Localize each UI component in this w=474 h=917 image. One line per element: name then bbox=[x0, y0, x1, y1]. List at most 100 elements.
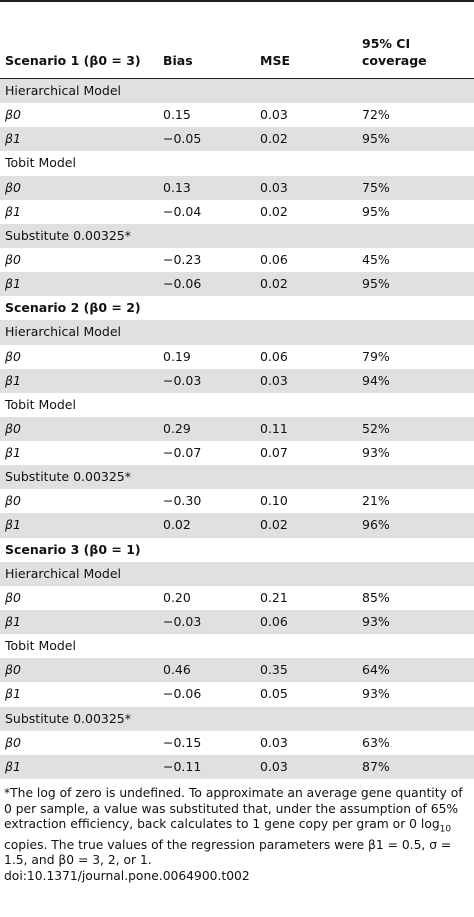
table-cell: 0.11 bbox=[260, 420, 288, 436]
table-cell: −0.11 bbox=[163, 758, 202, 774]
table-cell: β0 bbox=[5, 348, 21, 364]
section-label: Scenario 3 (β0 = 1) bbox=[5, 541, 141, 557]
table-cell: 0.02 bbox=[260, 131, 288, 147]
table-row: β1 0.02 0.02 96% bbox=[0, 513, 474, 538]
table-row: β1 −0.11 0.03 87% bbox=[0, 754, 474, 779]
table-cell: 0.29 bbox=[163, 420, 191, 436]
table-cell: −0.06 bbox=[163, 276, 202, 292]
table-row: β1 −0.06 0.05 93% bbox=[0, 682, 474, 706]
table-cell: 0.10 bbox=[260, 493, 288, 509]
table-cell: 0.03 bbox=[260, 107, 288, 123]
header-cell: 95% CI coverage bbox=[362, 36, 427, 68]
table-cell: β1 bbox=[5, 517, 21, 533]
table-cell: β1 bbox=[5, 614, 21, 630]
table-row: β0 −0.30 0.10 21% bbox=[0, 489, 474, 513]
table-row: Hierarchical Model bbox=[0, 79, 474, 104]
header-cell: Bias bbox=[163, 53, 193, 68]
table-cell: 95% bbox=[362, 131, 390, 147]
table-cell: 0.05 bbox=[260, 686, 288, 702]
table-row: β1 −0.06 0.02 95% bbox=[0, 272, 474, 297]
top-rule bbox=[0, 0, 474, 2]
table-cell: 0.02 bbox=[260, 276, 288, 292]
table-cell: β0 bbox=[5, 420, 21, 436]
table-cell: β0 bbox=[5, 179, 21, 195]
footnote-text: *The log of zero is undefined. To approx… bbox=[4, 786, 463, 831]
table-row: β0 0.20 0.21 85% bbox=[0, 586, 474, 610]
table-row: β0 −0.23 0.06 45% bbox=[0, 248, 474, 272]
table-cell: 94% bbox=[362, 372, 390, 388]
table-row: β0 0.19 0.06 79% bbox=[0, 345, 474, 369]
section-label: Substitute 0.00325* bbox=[5, 227, 132, 243]
table-row: Substitute 0.00325* bbox=[0, 223, 474, 248]
table-cell: −0.07 bbox=[163, 445, 202, 461]
section-label: Tobit Model bbox=[5, 396, 76, 412]
table-cell: β1 bbox=[5, 686, 21, 702]
table-cell: 64% bbox=[362, 662, 390, 678]
table-cell: −0.30 bbox=[163, 493, 202, 509]
table-cell: 0.21 bbox=[260, 589, 288, 605]
footnote-text: copies. The true values of the regressio… bbox=[4, 837, 452, 868]
table-cell: β0 bbox=[5, 107, 21, 123]
table-cell: 0.02 bbox=[163, 517, 191, 533]
table-row: Hierarchical Model bbox=[0, 320, 474, 345]
table-row: Tobit Model bbox=[0, 393, 474, 417]
table-cell: β0 bbox=[5, 589, 21, 605]
table-cell: β1 bbox=[5, 445, 21, 461]
table-cell: β1 bbox=[5, 758, 21, 774]
table-row: Scenario 2 (β0 = 2) bbox=[0, 296, 474, 320]
table-row: β0 0.15 0.03 72% bbox=[0, 103, 474, 127]
table-cell: 87% bbox=[362, 758, 390, 774]
header-cell: Scenario 1 (β0 = 3) bbox=[5, 53, 141, 68]
table-cell: −0.15 bbox=[163, 734, 202, 750]
table-cell: 0.06 bbox=[260, 348, 288, 364]
header-cell: MSE bbox=[260, 53, 290, 68]
table-row: Tobit Model bbox=[0, 151, 474, 175]
section-label: Tobit Model bbox=[5, 638, 76, 654]
table-cell: 0.03 bbox=[260, 179, 288, 195]
table-cell: 45% bbox=[362, 251, 390, 267]
table-row: β1 −0.03 0.03 94% bbox=[0, 368, 474, 393]
table-cell: 0.03 bbox=[260, 372, 288, 388]
table-cell: −0.03 bbox=[163, 614, 202, 630]
table-cell: 0.03 bbox=[260, 734, 288, 750]
table-row: Hierarchical Model bbox=[0, 561, 474, 586]
table-row: Scenario 3 (β0 = 1) bbox=[0, 538, 474, 562]
table-cell: 0.06 bbox=[260, 614, 288, 630]
table-cell: 0.20 bbox=[163, 589, 191, 605]
table-cell: 0.13 bbox=[163, 179, 191, 195]
table-cell: 85% bbox=[362, 589, 390, 605]
table-cell: β0 bbox=[5, 734, 21, 750]
table-cell: −0.05 bbox=[163, 131, 202, 147]
table-cell: 93% bbox=[362, 614, 390, 630]
table-row: Substitute 0.00325* bbox=[0, 706, 474, 731]
table-cell: −0.23 bbox=[163, 251, 202, 267]
footnote: *The log of zero is undefined. To approx… bbox=[4, 786, 472, 884]
table-cell: β1 bbox=[5, 372, 21, 388]
table-row: Substitute 0.00325* bbox=[0, 465, 474, 490]
table-row: β0 −0.15 0.03 63% bbox=[0, 731, 474, 755]
table-cell: 72% bbox=[362, 107, 390, 123]
table-cell: β1 bbox=[5, 131, 21, 147]
table-cell: 0.07 bbox=[260, 445, 288, 461]
table-cell: 0.02 bbox=[260, 517, 288, 533]
table-cell: 0.46 bbox=[163, 662, 191, 678]
table-cell: 93% bbox=[362, 686, 390, 702]
header-rule bbox=[0, 78, 474, 79]
table-cell: −0.06 bbox=[163, 686, 202, 702]
section-label: Tobit Model bbox=[5, 155, 76, 171]
table-cell: β0 bbox=[5, 251, 21, 267]
table-cell: β1 bbox=[5, 276, 21, 292]
table-row: β0 0.13 0.03 75% bbox=[0, 175, 474, 200]
table-cell: −0.04 bbox=[163, 203, 202, 219]
table-cell: 79% bbox=[362, 348, 390, 364]
table-cell: β0 bbox=[5, 493, 21, 509]
table-cell: 0.02 bbox=[260, 203, 288, 219]
table-row: β0 0.46 0.35 64% bbox=[0, 658, 474, 683]
table-row: Tobit Model bbox=[0, 634, 474, 658]
table-cell: β1 bbox=[5, 203, 21, 219]
table-cell: 52% bbox=[362, 420, 390, 436]
footnote-subscript: 10 bbox=[439, 824, 452, 835]
table-cell: 0.03 bbox=[260, 758, 288, 774]
section-label: Hierarchical Model bbox=[5, 565, 122, 581]
